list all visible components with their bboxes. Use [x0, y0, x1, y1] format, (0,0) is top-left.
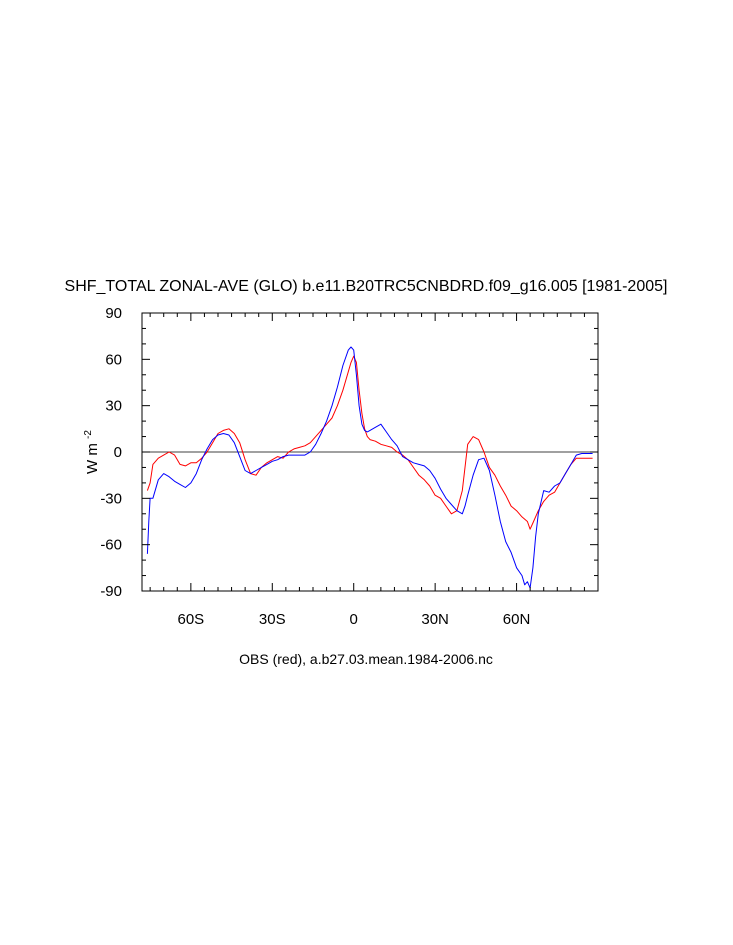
y-tick-label: 90	[105, 305, 122, 322]
y-tick-label: -90	[100, 583, 122, 600]
chart-title: SHF_TOTAL ZONAL-AVE (GLO) b.e11.B20TRC5C…	[65, 278, 668, 295]
series-line-1	[146, 355, 593, 530]
x-tick-label: 30S	[259, 611, 286, 628]
series-line-2	[146, 346, 593, 589]
plot-frame	[141, 312, 599, 592]
y-tick-label: 0	[114, 444, 122, 461]
plot-area: 60S 30S 0 30N 60N -90 -60 -30 0 30 60 90	[100, 305, 598, 628]
y-axis-label: W m -2	[83, 430, 101, 474]
x-tick-label: 0	[350, 611, 358, 628]
y-tick-label: -30	[100, 490, 122, 507]
y-axis-label-superscript: -2	[83, 430, 94, 439]
x-tick-label: 60N	[503, 611, 531, 628]
y-tick-label: -60	[100, 537, 122, 554]
y-axis-label-text: W m	[84, 443, 101, 474]
y-tick-label: 60	[105, 351, 122, 368]
chart-footnote: OBS (red), a.b27.03.mean.1984-2006.nc	[239, 651, 493, 667]
x-tick-label: 60S	[178, 611, 205, 628]
x-tick-label: 30N	[421, 611, 449, 628]
y-tick-label: 30	[105, 398, 122, 415]
